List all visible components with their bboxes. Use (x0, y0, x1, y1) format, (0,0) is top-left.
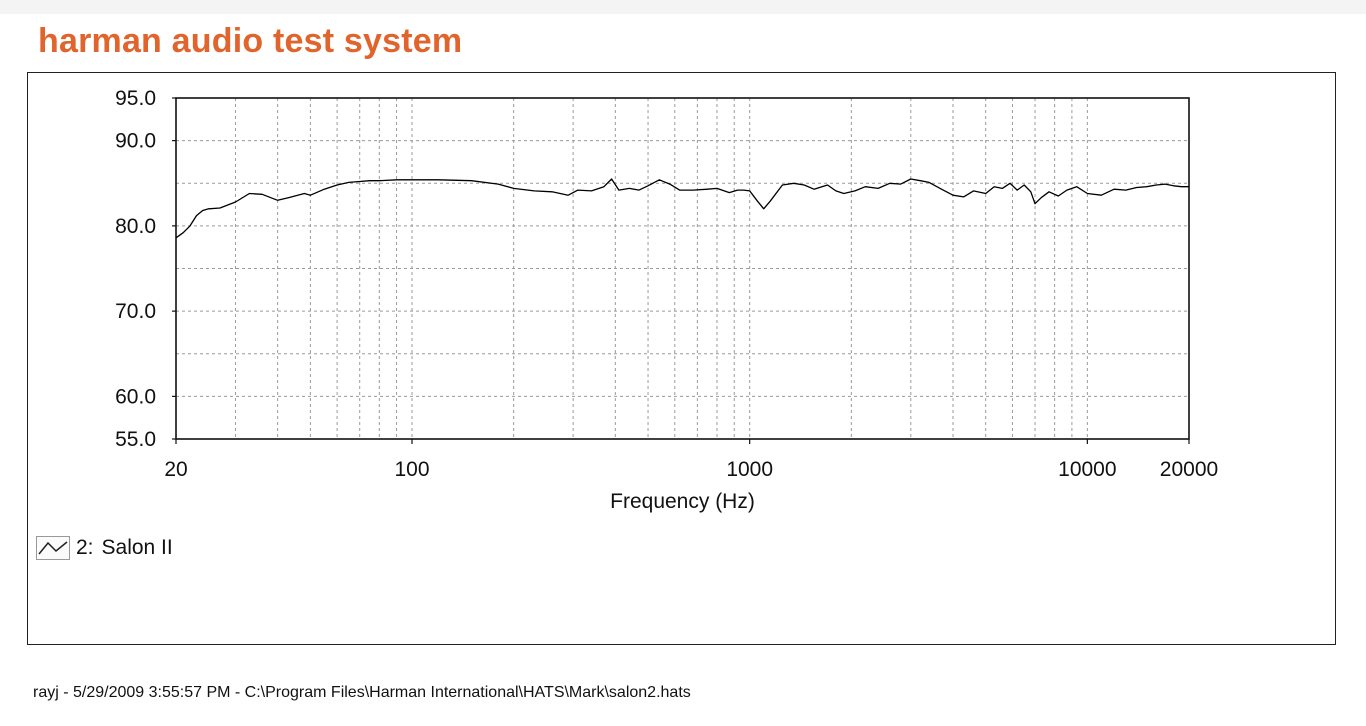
brand-title: harman audio test system (38, 22, 463, 60)
x-tick-label: 20 (164, 458, 187, 481)
y-tick-label: 90.0 (115, 130, 156, 153)
y-tick-label: 55.0 (115, 428, 156, 451)
x-tick-label: 100 (394, 458, 429, 481)
line-swatch-icon (36, 536, 70, 560)
legend-panel: 2: Salon II (27, 526, 1336, 645)
plot-frame (175, 97, 1190, 440)
footer-user: rayj (33, 684, 59, 701)
frequency-response-chart: 95.090.080.070.060.055.0 20 100 1000 10000 2… (55, 87, 1218, 513)
footer-separator-1: - (58, 684, 73, 701)
footer-timestamp: 5/29/2009 3:55:57 PM (73, 684, 231, 701)
x-tick-label: 1000 (726, 458, 773, 481)
footer-separator-2: - (230, 684, 245, 701)
x-axis-label: Frequency (Hz) (610, 490, 755, 513)
legend-label: 2: Salon II (76, 536, 173, 560)
chart-panel: 95.0 90.0 80.0 70.0 60.0 55.0 20 100 1000 10000 2… (27, 72, 1336, 527)
y-axis-label: Sound Pressure Level (dB ref 20uPa) (55, 87, 78, 436)
x-tick-labels: 20 100 1000 10000 20000 (164, 439, 1218, 481)
x-tick-label: 20000 (1160, 458, 1218, 481)
legend-series-name: Salon II (101, 536, 173, 559)
series-line-salon-ii (175, 178, 1189, 239)
y-tick-label: 60.0 (115, 385, 156, 408)
footer-file-path: C:\Program Files\Harman International\HA… (244, 684, 691, 701)
y-tick-label: 95.0 (115, 87, 156, 110)
series-layer (175, 178, 1189, 239)
y-tick-label: 80.0 (115, 215, 156, 238)
top-edge-band (0, 0, 1366, 14)
y-tick-label: 70.0 (115, 300, 156, 323)
legend-index: 2: (76, 536, 94, 559)
y-tick-labels: 95.0 90.0 80.0 70.0 60.0 55.0 (115, 87, 176, 451)
y-axis-label-group: Sound Pressure Level (dB ref 20uPa) (55, 87, 78, 436)
grid-layer (176, 98, 1189, 439)
legend-item[interactable]: 2: Salon II (36, 536, 173, 560)
footer-info: rayj - 5/29/2009 3:55:57 PM - C:\Program… (33, 684, 691, 702)
x-tick-label: 10000 (1058, 458, 1116, 481)
